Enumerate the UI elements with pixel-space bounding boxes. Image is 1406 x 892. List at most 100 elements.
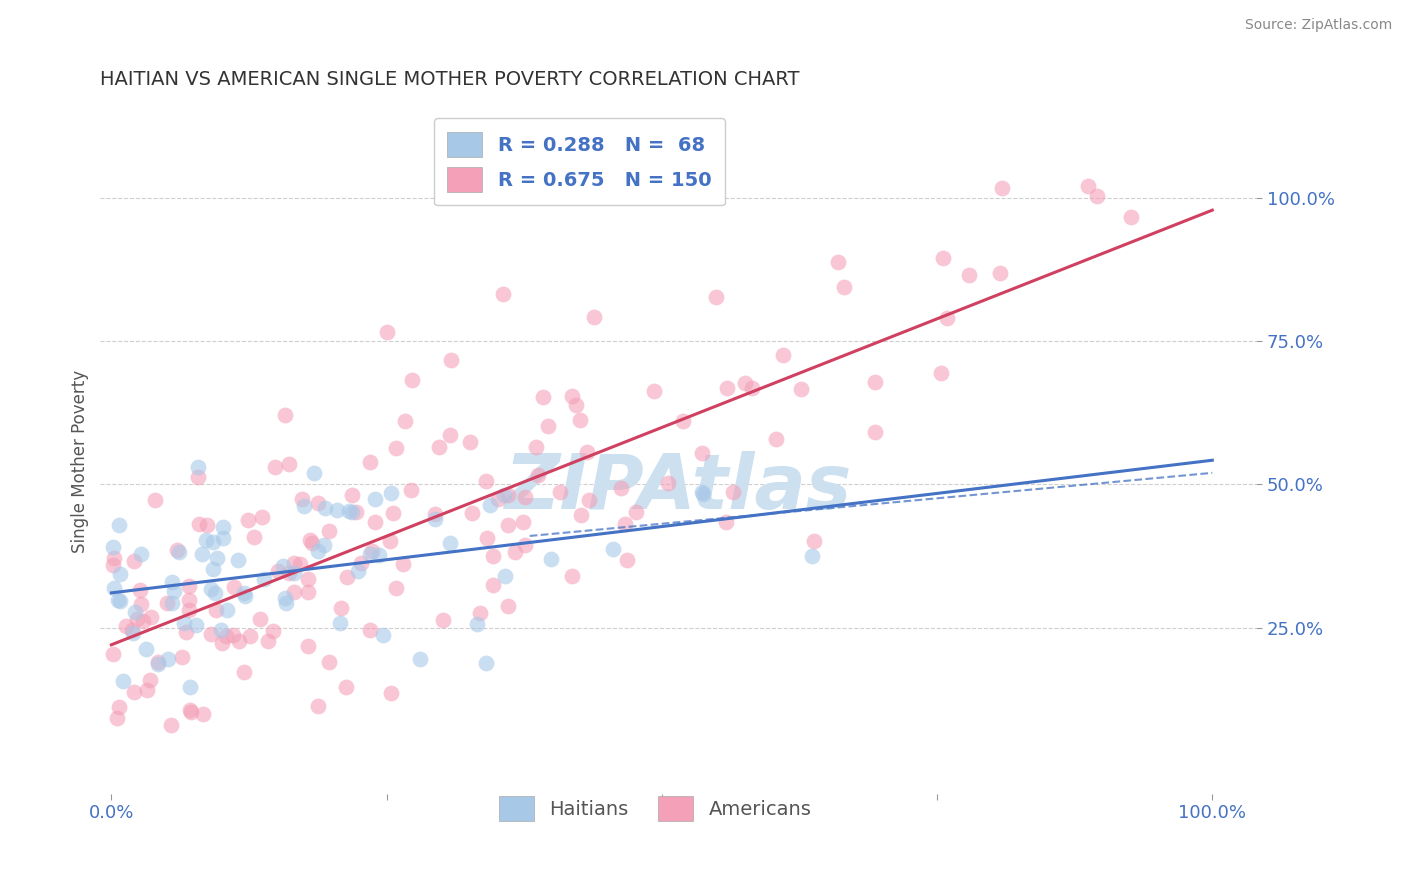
Point — [187, 470, 209, 484]
Point — [481, 578, 503, 592]
Point — [536, 419, 558, 434]
Point — [124, 685, 146, 699]
Point — [582, 310, 605, 325]
Point — [107, 518, 129, 533]
Point — [772, 348, 794, 362]
Point — [139, 673, 162, 687]
Point — [478, 498, 501, 512]
Point — [359, 623, 381, 637]
Point — [569, 508, 592, 523]
Point — [283, 566, 305, 581]
Point — [692, 487, 714, 501]
Point — [359, 455, 381, 469]
Point — [239, 630, 262, 644]
Point — [200, 582, 222, 596]
Point — [243, 531, 266, 545]
Point — [465, 616, 488, 631]
Point — [297, 585, 319, 599]
Point — [148, 657, 170, 672]
Point — [129, 598, 152, 612]
Point — [690, 484, 713, 499]
Point — [765, 432, 787, 446]
Point — [486, 491, 509, 506]
Point — [931, 366, 953, 380]
Point — [380, 486, 402, 500]
Point — [790, 382, 813, 396]
Point — [201, 534, 224, 549]
Point — [494, 488, 516, 502]
Point — [267, 564, 290, 578]
Point — [827, 255, 849, 269]
Point — [340, 505, 363, 519]
Point — [110, 594, 132, 608]
Point — [169, 545, 191, 559]
Point — [298, 533, 321, 548]
Point — [959, 268, 981, 282]
Point — [197, 518, 219, 533]
Point — [121, 625, 143, 640]
Point — [741, 382, 763, 396]
Point — [335, 569, 357, 583]
Point — [384, 441, 406, 455]
Point — [124, 554, 146, 568]
Point — [494, 569, 516, 583]
Point — [274, 408, 297, 422]
Point — [330, 601, 353, 615]
Point — [111, 674, 134, 689]
Point — [226, 553, 249, 567]
Point — [205, 550, 228, 565]
Point — [273, 591, 295, 605]
Point — [249, 612, 271, 626]
Point — [125, 612, 148, 626]
Point — [307, 544, 329, 558]
Point — [477, 531, 499, 545]
Point — [863, 425, 886, 440]
Point — [129, 547, 152, 561]
Point — [136, 682, 159, 697]
Point — [381, 506, 404, 520]
Point — [578, 492, 600, 507]
Point — [468, 607, 491, 621]
Point — [378, 533, 401, 548]
Point — [101, 540, 124, 554]
Point — [496, 599, 519, 613]
Point — [288, 557, 311, 571]
Point — [276, 596, 298, 610]
Point — [350, 556, 373, 570]
Point — [204, 603, 226, 617]
Point — [143, 492, 166, 507]
Point — [359, 547, 381, 561]
Text: HAITIAN VS AMERICAN SINGLE MOTHER POVERTY CORRELATION CHART: HAITIAN VS AMERICAN SINGLE MOTHER POVERT… — [100, 70, 800, 89]
Point — [187, 460, 209, 475]
Point — [344, 506, 367, 520]
Point — [228, 634, 250, 648]
Legend: Haitians, Americans: Haitians, Americans — [489, 787, 821, 830]
Point — [107, 700, 129, 714]
Point — [657, 475, 679, 490]
Point — [250, 509, 273, 524]
Point — [721, 484, 744, 499]
Point — [690, 446, 713, 460]
Point — [103, 581, 125, 595]
Point — [672, 414, 695, 428]
Point — [526, 467, 548, 482]
Point — [103, 551, 125, 566]
Point — [297, 572, 319, 586]
Point — [704, 289, 727, 303]
Point — [340, 488, 363, 502]
Point — [233, 665, 256, 679]
Point — [212, 519, 235, 533]
Point — [392, 557, 415, 571]
Point — [302, 466, 325, 480]
Point — [160, 575, 183, 590]
Point — [801, 549, 824, 563]
Point — [257, 634, 280, 648]
Point — [460, 506, 482, 520]
Point — [215, 629, 238, 643]
Point — [385, 581, 408, 595]
Point — [179, 680, 201, 694]
Point — [832, 280, 855, 294]
Point — [283, 556, 305, 570]
Point — [162, 596, 184, 610]
Point — [235, 589, 257, 603]
